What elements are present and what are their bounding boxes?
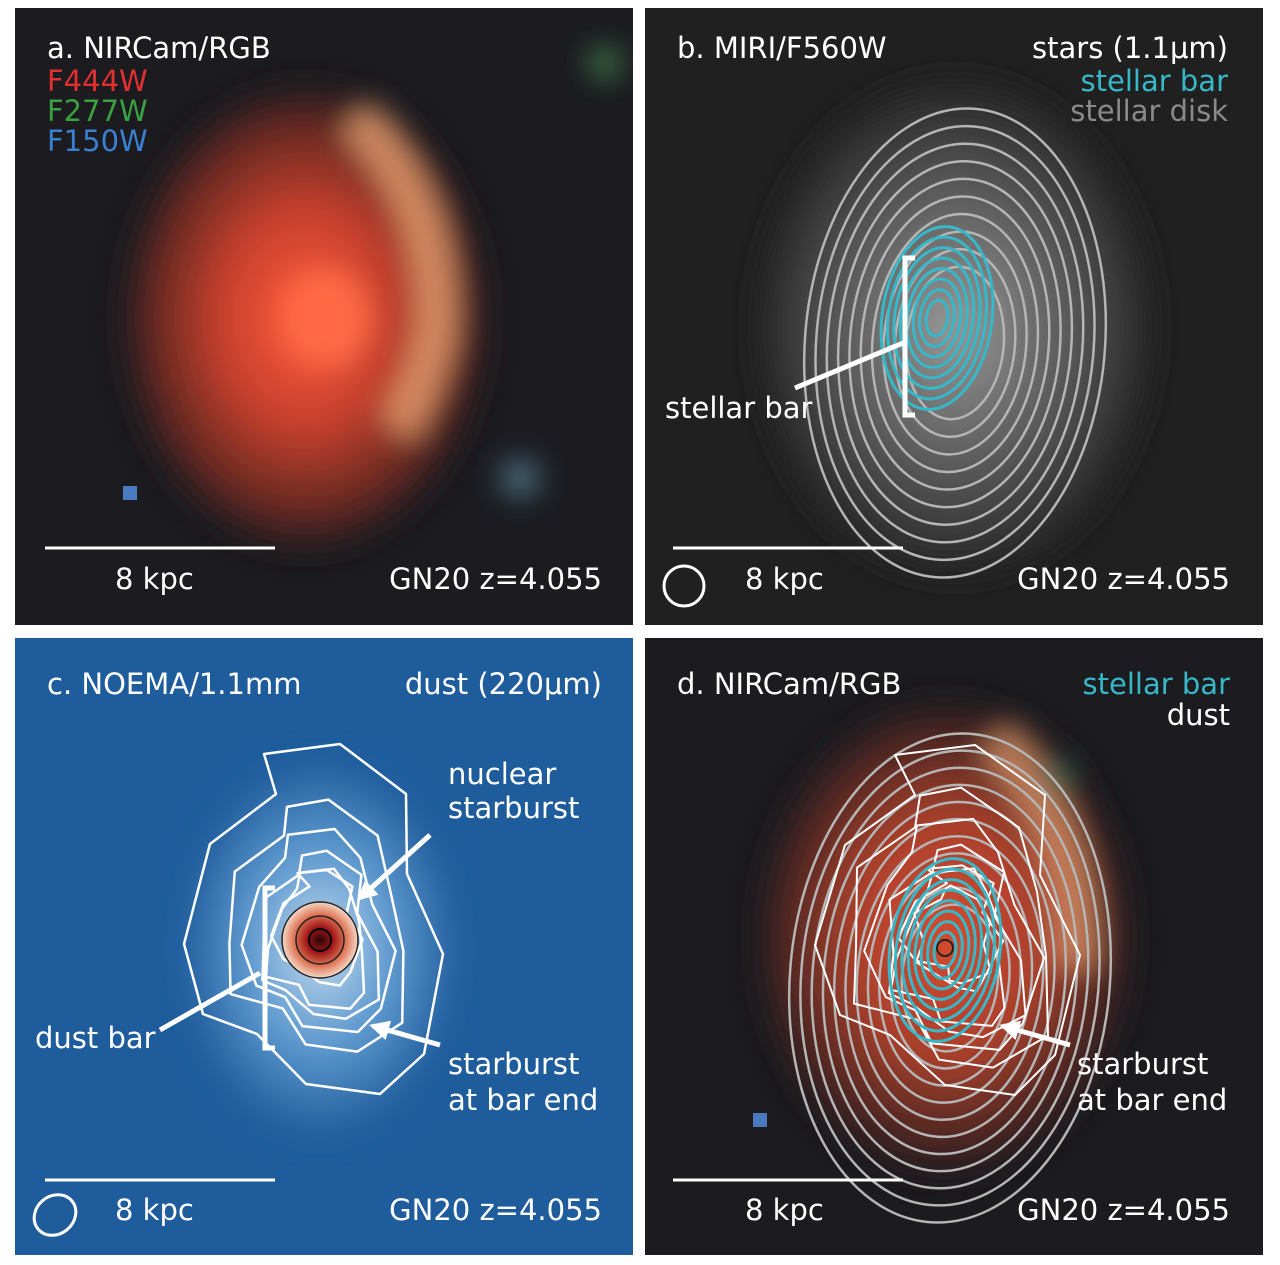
contour — [228, 798, 405, 1053]
contour — [787, 732, 1113, 1224]
target-label: GN20 z=4.055 — [389, 1193, 602, 1227]
contour — [240, 827, 397, 1034]
contour — [836, 160, 1074, 526]
panel-title: c. NOEMA/1.1mm — [47, 667, 302, 701]
contour — [932, 930, 958, 970]
image — [645, 8, 1263, 625]
panel: b. MIRI/F560W stars (1.1μm) stellar bar … — [645, 8, 1263, 625]
scale-bar-label: 8 kpc — [745, 1193, 824, 1227]
legend-entry: dust — [1166, 698, 1230, 732]
contour — [848, 177, 1062, 509]
panel-title: d. NIRCam/RGB — [677, 667, 902, 701]
contour — [887, 857, 1003, 1043]
contour — [906, 888, 984, 1012]
annotation: starburst — [448, 791, 580, 825]
legend-entry: F444W — [47, 64, 148, 98]
image — [645, 638, 1263, 1255]
annotation: stellar bar — [665, 391, 813, 425]
contour — [814, 124, 1096, 562]
annotation: at bar end — [448, 1083, 599, 1117]
contour — [885, 235, 989, 401]
legend-entry: stars (1.1μm) — [1032, 31, 1228, 65]
legend-entry: F277W — [47, 94, 148, 128]
contour — [269, 868, 364, 987]
legend-entry: stellar disk — [1070, 94, 1228, 128]
contour — [924, 298, 950, 338]
scale-bar-label: 8 kpc — [745, 562, 824, 596]
contour — [825, 142, 1085, 544]
contour — [900, 878, 990, 1022]
contour — [893, 867, 997, 1033]
contour — [913, 899, 977, 1001]
panel: d. NIRCam/RGB stellar bar dust starburst… — [645, 638, 1263, 1255]
annotation: nuclear — [448, 757, 557, 791]
legend-entry: F150W — [47, 124, 148, 158]
legend-entry: stellar bar — [1082, 667, 1230, 701]
contour — [898, 256, 976, 380]
contour — [853, 786, 1049, 1069]
panel: c. NOEMA/1.1mm dust (220μm) nuclear star… — [15, 638, 633, 1255]
contour — [892, 246, 982, 390]
contour — [810, 766, 1090, 1190]
contour — [918, 288, 956, 348]
scale-bar-label: 8 kpc — [115, 1193, 194, 1227]
legend-entry: dust (220μm) — [404, 667, 602, 701]
contour — [888, 843, 1027, 1039]
image — [15, 8, 633, 625]
scale-bar-label: 8 kpc — [115, 562, 194, 596]
contour — [870, 212, 1040, 474]
contour — [855, 834, 1045, 1122]
contour — [182, 742, 445, 1096]
contour — [859, 195, 1051, 491]
contour — [802, 107, 1108, 579]
legend-entry: stellar bar — [1080, 64, 1228, 98]
contour — [905, 267, 969, 369]
annotation: dust bar — [35, 1021, 156, 1055]
contour — [911, 277, 963, 359]
panel-title: b. MIRI/F560W — [677, 31, 887, 65]
contour — [926, 920, 964, 980]
target-label: GN20 z=4.055 — [389, 562, 602, 596]
contour — [863, 817, 1046, 1051]
target-label: GN20 z=4.055 — [1017, 1193, 1230, 1227]
contour — [832, 800, 1068, 1156]
contour — [879, 225, 995, 411]
panel: a. NIRCam/RGB F444W F277W F150W 8 kpc GN… — [15, 8, 633, 625]
contour — [866, 852, 1034, 1104]
contour — [814, 744, 1081, 1096]
annotation: starburst — [1077, 1047, 1209, 1081]
image — [15, 638, 633, 1255]
panel-title: a. NIRCam/RGB — [47, 31, 271, 65]
contour — [799, 749, 1101, 1207]
contour — [821, 783, 1079, 1173]
target-label: GN20 z=4.055 — [1017, 562, 1230, 596]
annotation: starburst — [448, 1047, 580, 1081]
contour — [919, 909, 971, 991]
annotation: at bar end — [1077, 1083, 1228, 1117]
